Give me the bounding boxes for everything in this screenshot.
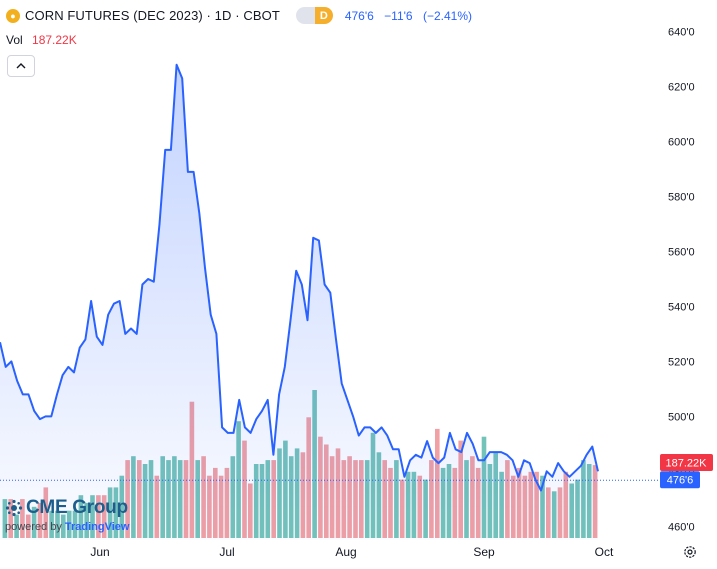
y-tick-label: 600'0 xyxy=(668,137,695,149)
axis-tags: 187.22K 476'6 xyxy=(660,454,713,489)
x-tick-label: Sep xyxy=(473,545,495,559)
status-badges[interactable]: D xyxy=(295,7,333,24)
cme-tradingview-logo[interactable]: CME Group powered by TradingView xyxy=(5,497,129,533)
y-tick-label: 580'0 xyxy=(668,192,695,204)
y-tick-label: 500'0 xyxy=(668,411,695,423)
x-tick-label: Jul xyxy=(219,545,234,559)
cme-globe-icon xyxy=(5,499,23,517)
y-tick-label: 460'0 xyxy=(668,521,695,533)
gear-icon[interactable] xyxy=(683,545,697,559)
powered-by: powered by TradingView xyxy=(5,521,129,533)
tradingview-brand: TradingView xyxy=(64,521,130,533)
chevron-up-icon xyxy=(16,63,26,69)
y-tick-label: 640'0 xyxy=(668,27,695,39)
last-price: 476'6 xyxy=(344,8,374,23)
x-tick-label: Oct xyxy=(595,545,614,559)
symbol-title[interactable]: CORN FUTURES (DEC 2023) · 1D · CBOT xyxy=(25,8,280,23)
x-tick-label: Jun xyxy=(90,545,109,559)
price-area-fill xyxy=(0,64,598,540)
price-line xyxy=(0,63,599,492)
market-status-dot-icon[interactable] xyxy=(295,7,315,24)
y-tick-label: 520'0 xyxy=(668,356,695,368)
last-volume-tag xyxy=(660,454,713,471)
volume-legend: Vol 187.22K xyxy=(6,33,77,47)
quote-values: 476'6 −11'6 (−2.41%) xyxy=(345,9,479,23)
volume-label: Vol xyxy=(6,33,23,47)
last-price-tag-label: 476'6 xyxy=(667,475,694,487)
price-change: −11'6 xyxy=(384,8,413,23)
price-change-pct: (−2.41%) xyxy=(422,8,472,23)
cme-brand: CME Group xyxy=(26,497,128,518)
corn-coin-icon[interactable]: ● xyxy=(6,8,20,23)
powered-by-prefix: powered by xyxy=(5,521,62,533)
x-tick-label: Aug xyxy=(335,545,356,559)
last-price-tag xyxy=(660,471,700,489)
y-tick-label: 540'0 xyxy=(668,302,695,314)
y-tick-label: 620'0 xyxy=(668,82,695,94)
collapse-legend-button[interactable] xyxy=(7,55,35,77)
delayed-badge[interactable]: D xyxy=(314,7,333,24)
last-volume-tag-label: 187.22K xyxy=(666,458,708,470)
y-tick-label: 560'0 xyxy=(668,247,695,259)
volume-value: 187.22K xyxy=(32,33,77,47)
chart-legend-header: ● CORN FUTURES (DEC 2023) · 1D · CBOT D … xyxy=(6,7,479,24)
time-axis[interactable]: Jun Jul Aug Sep Oct xyxy=(90,545,614,559)
